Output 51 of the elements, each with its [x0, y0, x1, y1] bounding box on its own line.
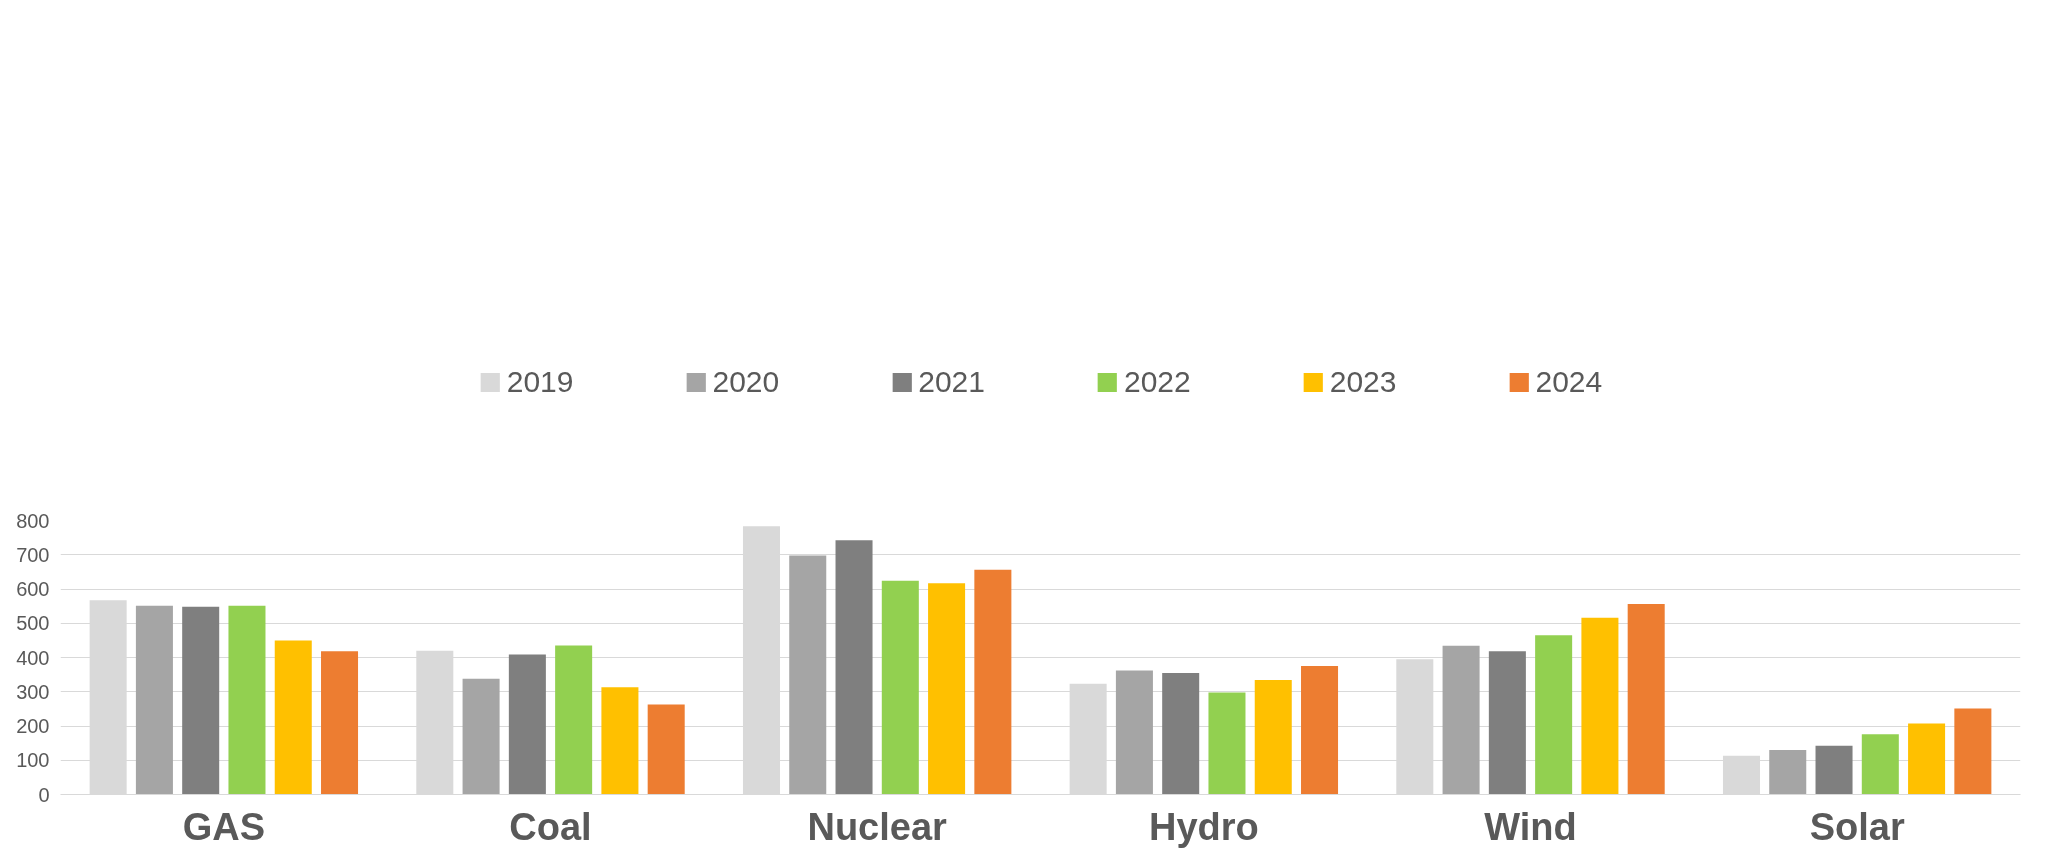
bar	[228, 605, 266, 795]
bar	[1488, 651, 1526, 795]
x-tick-label: Nuclear	[807, 805, 948, 848]
legend-label: 2024	[1535, 364, 1603, 399]
bar	[601, 687, 639, 795]
x-tick-label: Coal	[509, 805, 592, 848]
bar	[1581, 617, 1619, 795]
x-tick-label: Solar	[1809, 805, 1905, 848]
bar	[1442, 645, 1480, 795]
bar	[1954, 708, 1992, 795]
legend-label: 2022	[1124, 364, 1191, 399]
bar	[1815, 745, 1853, 795]
bar	[135, 605, 173, 795]
bar	[1769, 749, 1807, 795]
y-tick-label: 700	[16, 543, 50, 566]
bar	[1535, 635, 1573, 795]
bar	[1254, 680, 1292, 795]
bar	[974, 569, 1012, 795]
y-tick-label: 0	[38, 783, 50, 806]
y-tick-label: 400	[16, 646, 50, 669]
y-tick-label: 500	[16, 612, 50, 635]
bar	[462, 678, 500, 795]
bar	[1162, 672, 1200, 795]
bar	[274, 640, 312, 795]
bar	[321, 651, 359, 795]
y-tick-label: 800	[16, 509, 50, 532]
x-tick-label: GAS	[182, 805, 266, 848]
bar	[881, 580, 919, 795]
bar	[508, 654, 546, 795]
bar	[555, 645, 593, 795]
bar	[928, 583, 966, 795]
bar	[789, 555, 827, 795]
bar	[1908, 723, 1946, 795]
legend-label: 2023	[1329, 364, 1397, 399]
bar	[1627, 604, 1665, 795]
bar	[835, 540, 873, 795]
bar	[1115, 670, 1153, 795]
y-tick-label: 300	[16, 680, 50, 703]
legend-label: 2021	[918, 364, 985, 399]
bar	[1208, 692, 1246, 795]
y-tick-label: 200	[16, 715, 50, 737]
y-tick-label: 600	[16, 578, 50, 600]
bar	[647, 704, 685, 795]
bar	[182, 606, 220, 795]
bar	[1861, 734, 1899, 795]
y-tick-label: 100	[16, 749, 50, 772]
legend-label: 2020	[712, 364, 780, 399]
bar	[1301, 666, 1339, 795]
x-tick-label: Hydro	[1148, 805, 1259, 848]
legend-label: 2019	[506, 364, 574, 399]
x-tick-label: Wind	[1484, 805, 1577, 848]
